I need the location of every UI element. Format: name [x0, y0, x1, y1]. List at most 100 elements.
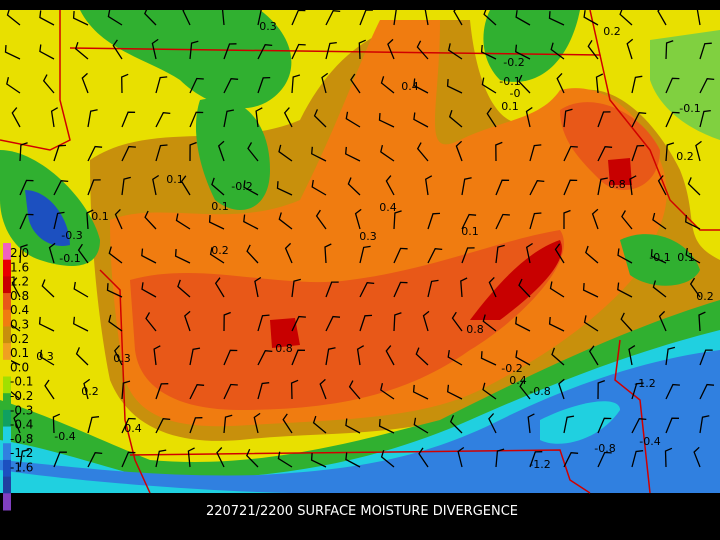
wind-barb	[255, 107, 263, 128]
wind-barb	[631, 418, 647, 434]
wind-barb	[529, 451, 543, 468]
wind-barb	[453, 5, 463, 26]
wind-barb	[461, 213, 477, 230]
wind-barb	[19, 179, 34, 196]
legend-label: -0.4	[10, 418, 33, 432]
wind-barb	[108, 246, 123, 264]
wind-barb	[415, 347, 429, 366]
legend-swatch	[3, 276, 11, 294]
wind-barb	[699, 78, 715, 94]
wind-barb	[554, 243, 565, 264]
legend-label: -1.2	[10, 446, 33, 460]
wind-barb	[257, 7, 269, 26]
wind-barb	[447, 43, 463, 60]
wind-barb	[488, 413, 497, 434]
wind-barb	[385, 345, 395, 366]
wind-barb	[223, 349, 238, 366]
contour-fill	[25, 190, 70, 246]
wind-barb	[359, 282, 375, 298]
wind-barb	[313, 109, 327, 128]
wind-barb	[424, 175, 433, 196]
wind-barb	[290, 379, 299, 400]
wind-barb	[495, 179, 510, 196]
wind-barb	[155, 418, 171, 434]
wind-barb	[153, 345, 161, 366]
wind-barb	[582, 283, 599, 298]
wind-barb	[39, 10, 55, 26]
wind-barb	[291, 349, 306, 366]
contour-label: -0.1	[59, 252, 80, 265]
wind-barb	[53, 451, 67, 468]
wind-barb	[155, 144, 168, 162]
wind-barb	[52, 413, 61, 434]
contour-label: 0.1	[677, 251, 695, 264]
wind-barb	[74, 41, 89, 60]
legend: 2.01.61.20.80.40.30.20.10.0-0.1-0.2-0.3-…	[3, 243, 33, 511]
border	[99, 269, 151, 494]
border	[614, 339, 651, 494]
wind-barb	[665, 383, 680, 400]
contour-fill	[0, 350, 720, 493]
wind-barb	[4, 45, 21, 60]
contour-label: -0.2	[503, 56, 524, 69]
wind-barb	[631, 382, 644, 400]
wind-barb	[597, 111, 611, 128]
wind-barb	[495, 244, 505, 264]
wind-barb	[141, 282, 157, 298]
wind-barb	[488, 276, 497, 298]
wind-barb	[257, 76, 271, 94]
wind-barb	[291, 74, 301, 94]
wind-barb	[451, 311, 463, 332]
wind-barb	[39, 349, 55, 366]
wind-barb	[257, 350, 273, 366]
wind-barb	[189, 77, 204, 94]
wind-barb	[665, 77, 680, 94]
wind-barb	[693, 446, 701, 468]
wind-barb	[665, 346, 676, 366]
wind-barb	[144, 6, 157, 26]
wind-barb	[114, 345, 123, 366]
wind-barb	[311, 146, 327, 162]
wind-barb	[121, 417, 136, 434]
contour-label: 0.1	[501, 100, 519, 113]
wind-barb	[325, 281, 339, 298]
legend-swatch	[3, 376, 11, 394]
wind-barb	[41, 279, 55, 298]
wind-barb	[418, 447, 429, 468]
wind-barb	[223, 383, 238, 400]
wind-barb	[699, 383, 715, 400]
wind-barb	[223, 43, 237, 60]
wind-barb	[518, 278, 531, 298]
wind-barb	[689, 277, 701, 298]
wind-barb	[447, 384, 463, 400]
legend-swatch	[3, 493, 11, 511]
wind-barb	[385, 175, 395, 196]
wind-barb	[151, 38, 159, 60]
wind-barb	[699, 415, 710, 434]
wind-barb	[19, 449, 30, 468]
wind-barb	[81, 72, 89, 94]
wind-barb	[480, 44, 497, 60]
wind-barb	[685, 214, 701, 230]
legend-swatch	[3, 309, 11, 327]
wind-barb	[626, 38, 634, 60]
wind-barb	[460, 277, 468, 298]
wind-barb	[482, 314, 497, 332]
wind-barb	[257, 382, 270, 400]
contour-label: 0.2	[603, 25, 621, 38]
contour-label: 0.2	[676, 150, 694, 163]
contour-label: 0.4	[401, 80, 419, 93]
wind-barb	[699, 42, 712, 60]
wind-barb	[380, 76, 395, 94]
wind-barb	[121, 176, 131, 196]
wind-barb	[424, 5, 432, 26]
wind-barb	[563, 209, 571, 229]
wind-barb	[354, 208, 362, 230]
wind-barb	[182, 5, 191, 26]
wind-barb	[556, 72, 565, 94]
wind-barb	[208, 215, 225, 230]
wind-barb	[19, 142, 28, 162]
wind-barb	[209, 247, 225, 264]
wind-barb	[189, 40, 199, 60]
